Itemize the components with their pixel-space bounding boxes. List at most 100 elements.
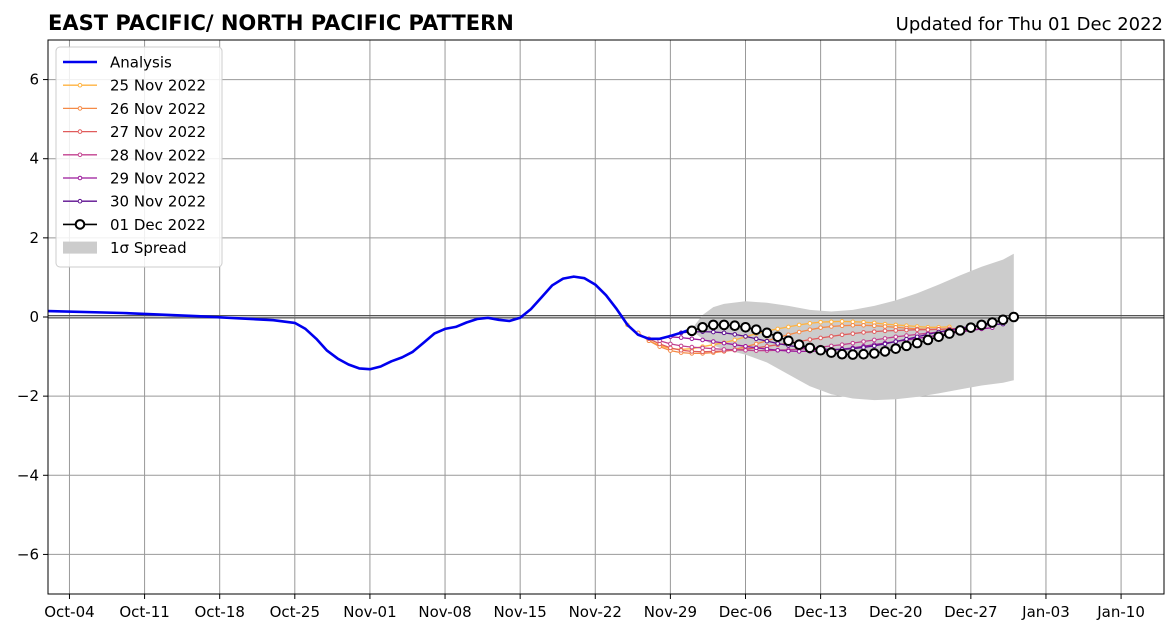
forecast-point-latest	[718, 319, 730, 331]
forecast-point-latest	[740, 321, 751, 333]
forecast-point-latest	[783, 335, 794, 347]
legend-swatch-spread	[63, 241, 97, 254]
forecast-point-latest	[793, 339, 805, 351]
legend-swatch-marker	[77, 106, 83, 111]
forecast-point	[871, 329, 877, 334]
forecast-point-latest	[922, 334, 934, 346]
forecast-point	[839, 323, 845, 329]
forecast-point	[786, 324, 791, 330]
y-tick-label: 2	[29, 229, 39, 247]
chart-title: EAST PACIFIC/ NORTH PACIFIC PATTERN	[48, 11, 514, 35]
x-tick-label: Jan-03	[1021, 603, 1070, 621]
y-tick-label: 4	[29, 150, 39, 168]
forecast-point	[796, 322, 802, 328]
forecast-point	[807, 321, 813, 326]
forecast-point-latest	[911, 337, 923, 349]
y-tick-label: −4	[17, 466, 39, 484]
forecast-point	[893, 328, 899, 333]
forecast-point	[861, 330, 866, 335]
forecast-point	[743, 343, 748, 349]
forecast-point	[850, 340, 856, 346]
forecast-point	[829, 324, 834, 329]
forecast-point-latest	[761, 327, 773, 339]
forecast-point	[818, 319, 823, 325]
forecast-point	[775, 326, 780, 332]
analysis-line	[47, 275, 693, 371]
forecast-point	[775, 347, 780, 353]
forecast-point	[882, 336, 888, 341]
legend-swatch-marker	[77, 129, 83, 134]
forecast-point	[839, 332, 845, 338]
forecast-point	[764, 346, 770, 352]
chart-subtitle: Updated for Thu 01 Dec 2022	[896, 14, 1163, 35]
y-tick-label: −6	[17, 545, 39, 563]
forecast-point	[721, 340, 727, 346]
forecast-point-latest	[804, 342, 816, 354]
forecast-point	[839, 319, 845, 324]
x-tick-label: Oct-25	[270, 603, 320, 621]
forecast-point	[882, 328, 888, 334]
legend-swatch-marker	[77, 175, 83, 181]
forecast-point	[721, 330, 727, 336]
forecast-point	[871, 323, 877, 329]
forecast-point	[689, 344, 695, 350]
legend-box	[55, 46, 223, 268]
x-tick-label: Nov-01	[343, 603, 396, 621]
forecast-point-latest	[965, 322, 977, 333]
forecast-point	[721, 347, 727, 352]
forecast-point	[753, 345, 759, 351]
forecast-point	[786, 348, 791, 354]
forecast-point	[893, 334, 899, 340]
x-tick-label: Dec-13	[794, 603, 848, 621]
x-tick-label: Nov-22	[569, 603, 622, 621]
forecast-point	[904, 333, 909, 338]
forecast-point	[700, 345, 705, 351]
y-tick-label: −2	[17, 387, 39, 405]
forecast-point	[700, 349, 705, 355]
forecast-point	[871, 343, 877, 349]
x-tick-label: Oct-11	[119, 603, 169, 621]
forecast-point	[829, 343, 834, 349]
forecast-point	[925, 327, 931, 332]
legend-label: 1σ Spread	[110, 239, 187, 257]
forecast-point-latest	[933, 331, 944, 343]
forecast-point-latest	[944, 328, 955, 339]
forecast-point	[743, 334, 748, 339]
forecast-point	[668, 345, 673, 351]
forecast-point-latest	[879, 346, 891, 357]
forecast-point-latest	[890, 343, 902, 354]
forecast-point	[689, 336, 695, 342]
plot-frame	[47, 39, 1165, 595]
forecast-point-latest	[836, 348, 848, 360]
x-tick-label: Nov-15	[493, 603, 546, 621]
forecast-point	[882, 341, 888, 347]
forecast-point	[829, 319, 834, 325]
forecast-point	[732, 337, 738, 343]
forecast-point	[861, 345, 866, 350]
x-tick-label: Dec-06	[719, 603, 773, 621]
forecast-point	[914, 327, 920, 332]
forecast-point	[850, 331, 856, 336]
forecast-point	[871, 337, 877, 343]
forecast-point	[882, 324, 888, 329]
forecast-point	[893, 339, 899, 344]
forecast-series-latest	[686, 311, 1020, 360]
forecast-point-latest	[686, 325, 698, 337]
x-tick-label: Jan-10	[1096, 603, 1145, 621]
forecast-point-latest	[697, 321, 708, 333]
forecast-point	[711, 346, 716, 351]
legend-swatch-marker	[77, 198, 83, 204]
forecast-point-latest	[954, 325, 966, 336]
x-tick-label: Dec-20	[869, 603, 923, 621]
forecast-point	[818, 325, 823, 330]
legend-label: 29 Nov 2022	[110, 170, 206, 188]
series-group	[47, 275, 1020, 371]
forecast-point-latest	[1008, 311, 1020, 323]
axes-group: Oct-04 Oct-11 Oct-18 Oct-25 Nov-01 Nov-08 Nov-…	[17, 39, 1165, 621]
forecast-point	[861, 339, 866, 344]
legend-label: Analysis	[110, 54, 172, 72]
forecast-point-latest	[847, 349, 859, 360]
forecast-point	[807, 327, 813, 332]
forecast-point	[743, 347, 748, 353]
